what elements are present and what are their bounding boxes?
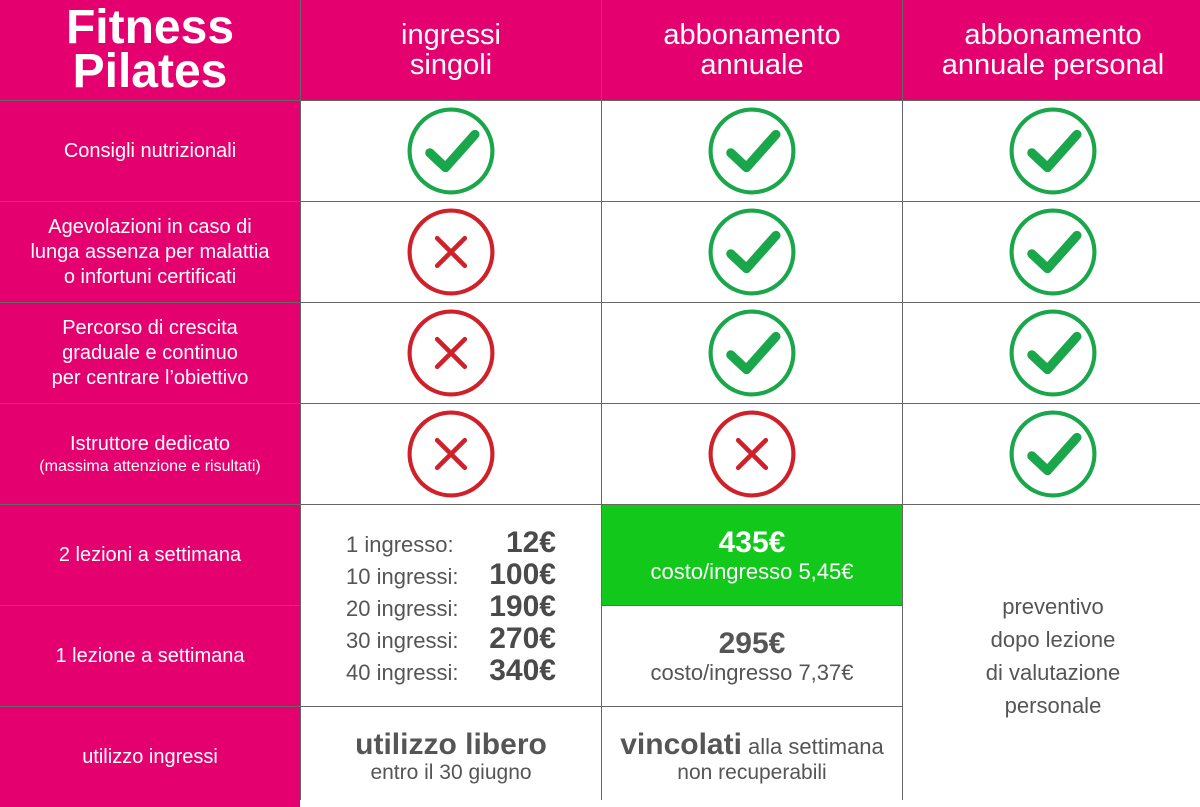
annual-price: 435€ — [718, 526, 786, 559]
row-label-usage: utilizzo ingressi — [0, 707, 300, 807]
cross-circle-icon — [407, 410, 495, 498]
feature-cell — [602, 101, 902, 201]
row-label-line: o infortuni certificati — [63, 265, 237, 288]
row-label-one-per-week: 1 lezione a settimana — [0, 606, 300, 706]
price-line: 20 ingressi: 190€ — [346, 589, 556, 623]
usage-title: utilizzo libero — [355, 728, 547, 761]
column-header-annual: abbonamento annuale — [602, 0, 902, 100]
check-circle-icon — [708, 309, 796, 397]
row-label-line: Istruttore dedicato — [69, 432, 231, 455]
column-header-annual-line1: abbonamento — [663, 19, 841, 51]
usage-subtitle: non recuperabili — [677, 761, 827, 784]
price-line: 40 ingressi: 340€ — [346, 653, 556, 687]
single-usage: utilizzo libero entro il 30 giugno — [301, 707, 601, 807]
row-label-nutrition: Consigli nutrizionali — [0, 101, 300, 201]
check-circle-icon — [407, 107, 495, 195]
row-label-two-per-week: 2 lezioni a settimana — [0, 505, 300, 605]
row-label-absence: Agevolazioni in caso di lunga assenza pe… — [0, 202, 300, 302]
check-circle-icon — [708, 208, 796, 296]
cross-circle-icon — [407, 208, 495, 296]
column-header-personal-line1: abbonamento — [964, 19, 1142, 51]
feature-cell — [301, 202, 601, 302]
quote-line: di valutazione — [985, 660, 1121, 685]
price-value: 100€ — [489, 557, 556, 591]
check-circle-icon — [1009, 208, 1097, 296]
single-entry-prices: 1 ingresso: 12€ 10 ingressi: 100€ 20 ing… — [301, 505, 601, 706]
row-label-line: Consigli nutrizionali — [63, 139, 237, 162]
check-circle-icon — [708, 107, 796, 195]
price-value: 270€ — [489, 621, 556, 655]
annual-cost-per-entry: costo/ingresso 5,45€ — [650, 559, 854, 584]
annual-one-per-week-price: 295€ costo/ingresso 7,37€ — [602, 606, 902, 706]
feature-cell — [602, 404, 902, 504]
column-header-single-line1: ingressi — [401, 19, 501, 51]
price-line: 10 ingressi: 100€ — [346, 557, 556, 591]
feature-cell — [301, 101, 601, 201]
feature-cell — [301, 404, 601, 504]
usage-subtitle: entro il 30 giugno — [370, 761, 532, 784]
row-label-growth: Percorso di crescita graduale e continuo… — [0, 303, 300, 403]
column-header-personal: abbonamento annuale personal — [903, 0, 1200, 100]
feature-cell — [903, 303, 1200, 403]
usage-inline: alla settimana — [741, 734, 884, 759]
annual-price: 295€ — [718, 627, 786, 660]
price-value: 12€ — [505, 525, 556, 559]
row-label-line: lunga assenza per malattia — [30, 240, 270, 263]
feature-cell — [903, 404, 1200, 504]
cross-circle-icon — [708, 410, 796, 498]
price-label: 10 ingressi: — [346, 563, 459, 589]
annual-cost-per-entry: costo/ingresso 7,37€ — [650, 660, 854, 685]
column-header-personal-line2: annuale personal — [941, 49, 1165, 81]
feature-cell — [903, 101, 1200, 201]
brand-title-line1: Fitness — [65, 1, 235, 54]
price-label: 20 ingressi: — [346, 595, 459, 621]
brand-title: Fitness Pilates — [0, 0, 300, 100]
price-label: 40 ingressi: — [346, 659, 459, 685]
column-header-single-line2: singoli — [409, 49, 493, 81]
column-header-single: ingressi singoli — [301, 0, 601, 100]
brand-title-line2: Pilates — [72, 45, 228, 98]
personal-quote: preventivo dopo lezione di valutazione p… — [903, 505, 1200, 807]
feature-cell — [903, 202, 1200, 302]
price-value: 340€ — [489, 653, 556, 687]
column-header-annual-line2: annuale — [700, 49, 804, 81]
feature-cell — [301, 303, 601, 403]
row-label-line: per centrare l’obiettivo — [51, 366, 249, 389]
price-label: 30 ingressi: — [346, 627, 459, 653]
feature-cell — [602, 303, 902, 403]
annual-usage: vincolati alla settimana non recuperabil… — [602, 707, 902, 807]
check-circle-icon — [1009, 309, 1097, 397]
row-label-instructor: Istruttore dedicato (massima attenzione … — [0, 404, 300, 504]
price-line: 30 ingressi: 270€ — [346, 621, 556, 655]
cross-circle-icon — [407, 309, 495, 397]
price-line: 1 ingresso: 12€ — [346, 525, 556, 559]
feature-cell — [602, 202, 902, 302]
row-label-line: graduale e continuo — [62, 341, 238, 364]
quote-line: preventivo — [1002, 594, 1104, 619]
price-label: 1 ingresso: — [346, 531, 454, 557]
quote-line: dopo lezione — [990, 627, 1116, 652]
usage-title: vincolati — [620, 728, 742, 761]
row-label-line: Agevolazioni in caso di — [48, 215, 252, 238]
annual-two-per-week-price: 435€ costo/ingresso 5,45€ — [602, 505, 902, 605]
row-label-note: (massima attenzione e risultati) — [39, 457, 261, 475]
row-label-line: Percorso di crescita — [62, 316, 238, 339]
price-value: 190€ — [489, 589, 556, 623]
check-circle-icon — [1009, 107, 1097, 195]
quote-line: personale — [1004, 693, 1102, 718]
check-circle-icon — [1009, 410, 1097, 498]
